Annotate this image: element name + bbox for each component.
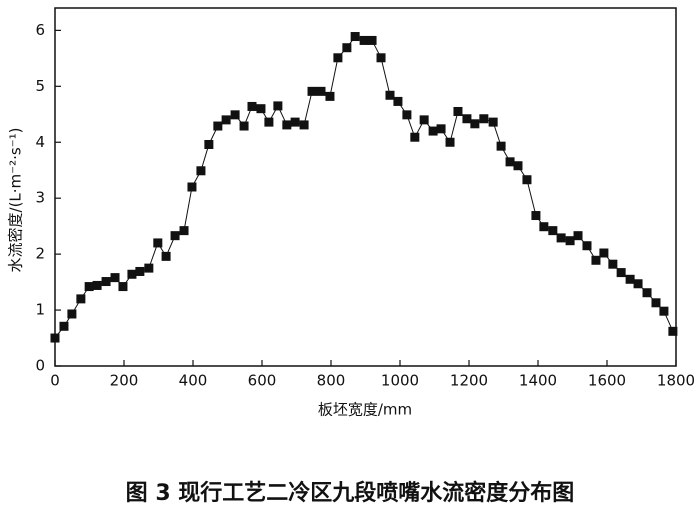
marker [84,282,94,292]
marker [92,280,102,290]
marker [651,298,661,308]
marker [307,86,317,96]
y-tick-label: 1 [35,301,45,319]
marker [556,233,566,243]
marker [196,166,206,176]
marker [170,231,180,241]
x-tick-label: 800 [317,372,346,390]
x-tick-label: 1200 [450,372,488,390]
marker [221,115,231,125]
marker [264,117,274,127]
marker [505,157,515,167]
marker [539,222,549,232]
marker [376,53,386,63]
marker [273,101,283,111]
marker [118,282,128,292]
marker [342,43,352,53]
marker [67,309,77,319]
marker [76,294,86,304]
marker [522,175,532,185]
marker [350,32,360,42]
marker [625,274,635,284]
marker [410,132,420,142]
y-tick-label: 0 [35,357,45,375]
marker [282,120,292,130]
marker [385,90,395,100]
marker [247,101,257,111]
marker [59,321,69,331]
x-tick-label: 600 [248,372,277,390]
marker [599,248,609,258]
y-tick-label: 3 [35,189,45,207]
marker [135,266,145,276]
marker [187,182,197,192]
marker [548,226,558,236]
marker [402,110,412,120]
data-line [54,35,674,339]
marker [161,251,171,261]
marker [367,35,377,45]
marker [110,273,120,283]
y-tick-label: 4 [35,133,45,151]
x-tick-label: 1000 [381,372,419,390]
x-tick-label: 200 [110,372,139,390]
marker [428,126,438,136]
marker [470,119,480,129]
marker [531,211,541,221]
marker [333,53,343,63]
x-tick-label: 1600 [588,372,626,390]
marker [591,255,601,265]
marker [608,259,618,269]
marker [582,241,592,251]
marker [50,333,60,343]
marker [488,117,498,127]
y-tick-label: 2 [35,245,45,263]
x-tick-label: 1400 [519,372,557,390]
plot-frame [54,7,677,367]
marker [316,86,326,96]
marker [256,104,266,114]
marker [633,279,643,289]
x-tick-label: 0 [50,372,60,390]
x-tick-label: 400 [179,372,208,390]
marker [642,288,652,298]
marker [299,120,309,130]
marker [290,117,300,127]
y-tick-label: 6 [35,21,45,39]
y-tick-label: 5 [35,77,45,95]
marker [616,268,626,278]
marker [479,114,489,124]
marker [496,141,506,151]
y-axis-label: 水流密度/(L·m⁻²·s⁻¹) [7,128,25,273]
marker [153,238,163,248]
marker [668,326,678,336]
marker [513,161,523,171]
marker [325,91,335,101]
marker [239,121,249,131]
marker [419,115,429,125]
marker [230,110,240,120]
x-axis-label: 板坯宽度/mm [318,401,412,419]
marker [127,269,137,279]
marker [393,96,403,106]
marker [179,226,189,236]
marker [144,263,154,273]
marker [213,121,223,131]
marker [453,106,463,116]
x-tick-label: 1800 [657,372,695,390]
marker [359,35,369,45]
marker [445,137,455,147]
marker [101,277,111,287]
marker [659,306,669,316]
marker [573,231,583,241]
marker [462,114,472,124]
caption: 图 3 现行工艺二冷区九段喷嘴水流密度分布图 [126,480,575,506]
marker [436,124,446,134]
marker [565,236,575,246]
marker [204,139,214,149]
